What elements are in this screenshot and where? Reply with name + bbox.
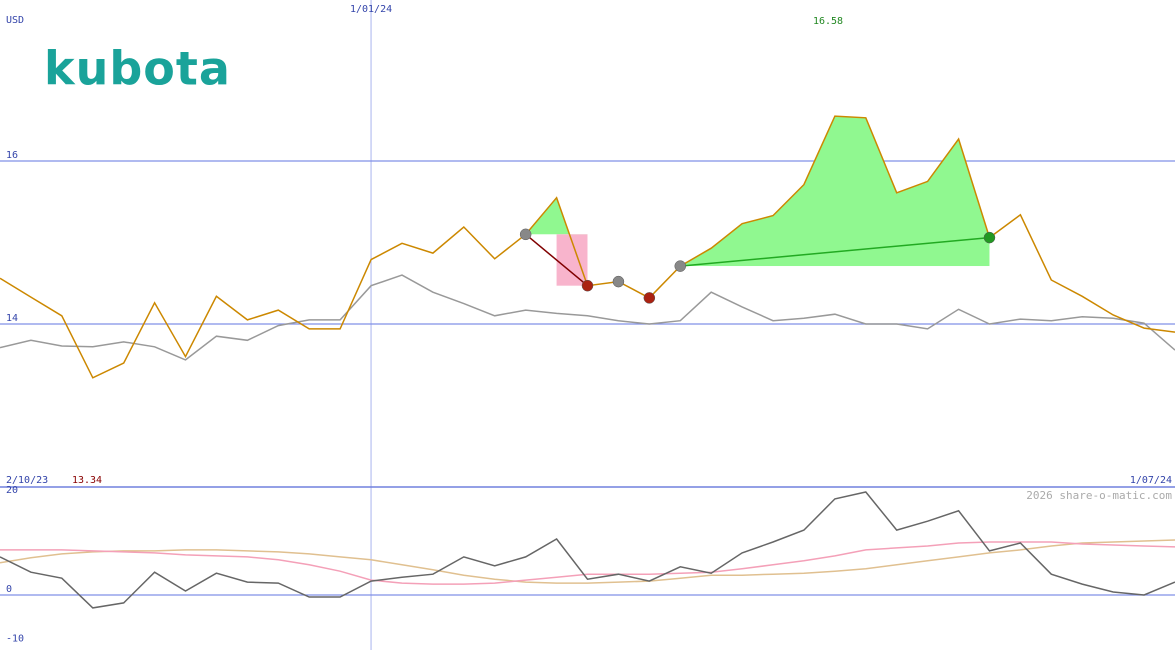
gain-area [680,116,990,267]
y-tick-label: -10 [6,634,24,645]
logo: kubota [44,42,231,96]
y-tick-label: 14 [6,313,18,324]
signal-marker [581,279,594,292]
x-range-label: 1/07/24 [1130,475,1172,486]
series-line [0,274,1175,361]
annotation: 13.34 [72,475,102,486]
x-tick-label: 1/01/24 [350,4,392,15]
series-line [0,539,1175,584]
signal-marker [983,231,996,244]
y-tick-label: 0 [6,584,12,595]
annotation: 16.58 [813,16,843,27]
signal-marker [674,260,687,272]
y-tick-label: 20 [6,485,18,496]
signal-marker [612,275,625,288]
series-line [0,541,1175,585]
x-range-label: 2/10/23 [6,475,48,486]
signal-marker [519,228,532,241]
trade-line [680,236,990,267]
signal-marker [643,292,656,304]
series-line [0,491,1175,609]
y-axis-label: USD [6,15,24,26]
trade-line [525,233,588,287]
gain-area [525,197,570,235]
source: 2026 share-o-matic.com [1026,489,1172,502]
y-tick-label: 16 [6,150,18,161]
